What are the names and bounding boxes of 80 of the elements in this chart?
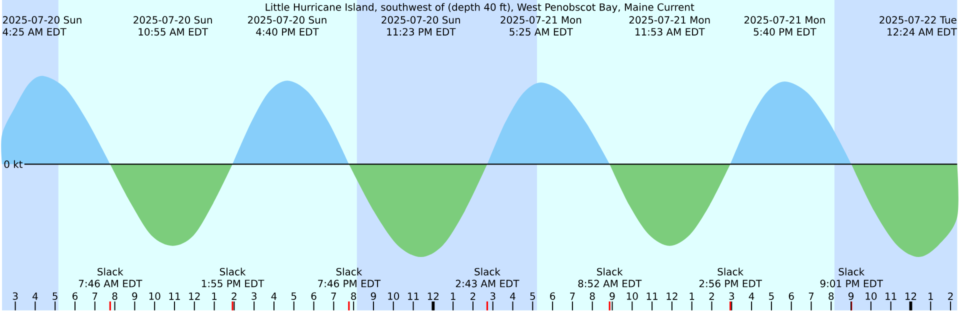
- x-tick-label: 6: [788, 292, 794, 300]
- x-tick-label: 3: [252, 292, 256, 300]
- x-tick-label: 12: [666, 292, 678, 300]
- x-tick-label: 6: [72, 292, 78, 300]
- x-tick-label: 12: [428, 292, 438, 300]
- x-tick-label: 7: [570, 292, 575, 300]
- x-tick-label: 4: [271, 292, 277, 300]
- text: Slack: [336, 268, 362, 276]
- x-tick-label: 11: [646, 292, 658, 300]
- text: 10:55 AM EDT: [138, 28, 208, 36]
- x-tick-label: 1: [451, 292, 456, 300]
- x-tick-label: 3: [12, 292, 18, 300]
- text: 2025-07-22 Tue: [880, 16, 956, 24]
- text: 2025-07-21 Mon: [629, 16, 710, 24]
- text: Slack: [838, 268, 865, 276]
- x-tick-label: 12: [189, 292, 200, 300]
- x-tick-label: 3: [729, 292, 734, 300]
- text: 4:40 PM EDT: [256, 28, 319, 36]
- x-tick-label: 9: [370, 292, 376, 300]
- text: 2:56 PM EDT: [699, 280, 762, 288]
- x-tick-label: 4: [32, 292, 38, 300]
- x-tick-label: 11: [169, 292, 180, 300]
- x-tick-label: 11: [886, 292, 896, 300]
- x-tick-label: 8: [828, 292, 834, 300]
- text: 12:24 AM EDT: [888, 28, 957, 36]
- text: 5:25 AM EDT: [510, 28, 574, 36]
- text: 2:43 AM EDT: [456, 280, 520, 288]
- x-tick-label: 2: [232, 292, 236, 300]
- x-tick-label: 12: [906, 292, 916, 300]
- text: 2025-07-21 Mon: [500, 16, 582, 24]
- x-tick-label: 4: [748, 292, 754, 300]
- text: 2025-07-21 Mon: [744, 16, 825, 24]
- x-tick-label: 1: [690, 292, 694, 300]
- x-tick-label: 4: [510, 292, 516, 300]
- x-tick-label: 11: [408, 292, 419, 300]
- x-tick-label: 10: [388, 292, 400, 300]
- text: 9:01 PM EDT: [820, 280, 884, 288]
- x-tick-label: 9: [132, 292, 138, 300]
- x-tick-label: 7: [808, 292, 814, 300]
- x-tick-label: 7: [92, 292, 98, 300]
- x-tick-label: 8: [351, 292, 356, 300]
- text: 2025-07-20 Sun: [134, 16, 212, 24]
- x-tick-label: 10: [866, 292, 877, 300]
- text: 5:40 PM EDT: [754, 28, 816, 36]
- text: 8:52 AM EDT: [578, 280, 642, 288]
- text: 11:53 AM EDT: [636, 28, 705, 36]
- x-tick-label: 5: [291, 292, 296, 300]
- text: Slack: [220, 268, 246, 276]
- x-tick-label: 10: [149, 292, 160, 300]
- y-axis-title: 0 kt: [4, 160, 23, 168]
- text: 1:55 PM EDT: [202, 280, 264, 288]
- text: 2025-07-20 Sun: [3, 16, 82, 24]
- x-tick-label: 10: [626, 292, 638, 300]
- x-tick-label: 9: [848, 292, 854, 300]
- text: 2025-07-20 Sun: [382, 16, 460, 24]
- x-tick-label: 5: [769, 292, 774, 300]
- text: 2025-07-20 Sun: [248, 16, 326, 24]
- x-tick-label: 6: [550, 292, 556, 300]
- text: Slack: [474, 268, 500, 276]
- x-tick-label: 1: [212, 292, 217, 300]
- text: 4:25 AM EDT: [2, 28, 66, 36]
- x-tick-label: 3: [490, 292, 496, 300]
- x-tick-label: 5: [52, 292, 58, 300]
- x-tick-label: 8: [112, 292, 118, 300]
- text: Slack: [597, 268, 623, 276]
- text: 7:46 PM EDT: [318, 280, 381, 288]
- text: Slack: [718, 268, 744, 276]
- x-tick-label: 9: [610, 292, 615, 300]
- x-tick-label: 1: [928, 292, 933, 300]
- x-tick-label: 7: [331, 292, 336, 300]
- text: 7:46 AM EDT: [78, 280, 142, 288]
- x-tick-label: 8: [590, 292, 595, 300]
- x-tick-label: 2: [709, 292, 714, 300]
- chart-title: Little Hurricane Island, southwest of (depth 40 ft), West Penobscot Bay, Maine Current: [266, 3, 694, 13]
- text: 11:23 PM EDT: [387, 28, 456, 36]
- x-tick-label: 2: [470, 292, 476, 300]
- text: Slack: [98, 268, 124, 276]
- x-tick-label: 5: [530, 292, 535, 300]
- x-tick-label: 2: [948, 292, 953, 300]
- x-tick-label: 6: [311, 292, 316, 300]
